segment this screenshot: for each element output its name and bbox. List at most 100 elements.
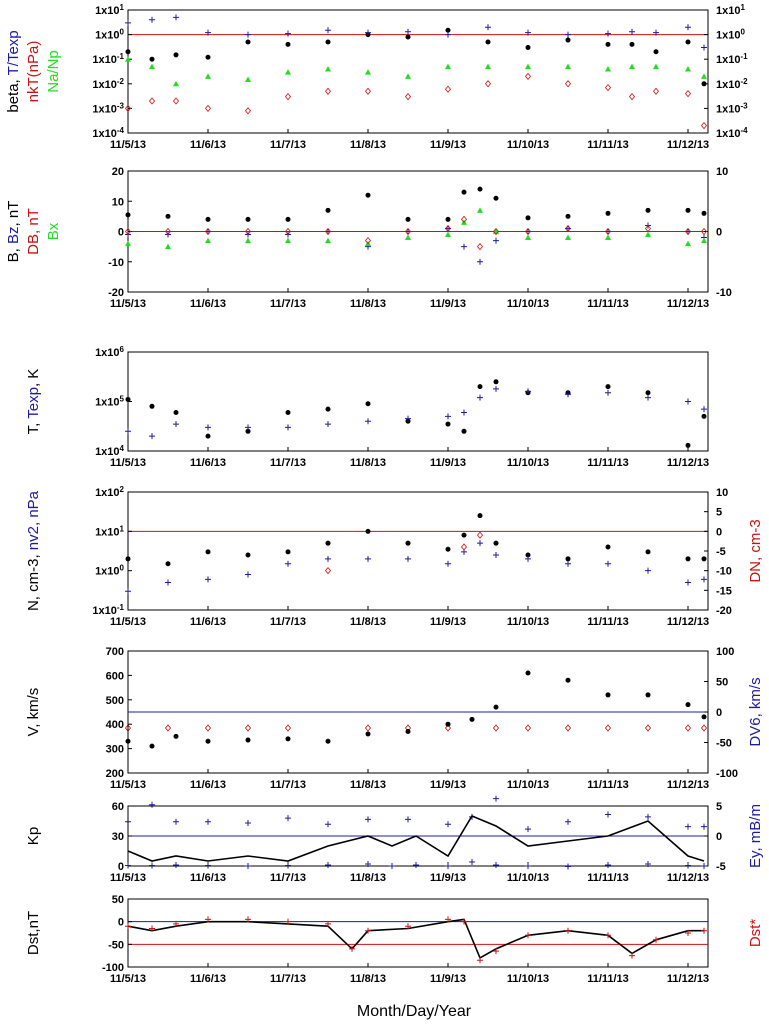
t-series-t-point-1	[149, 403, 155, 409]
n-y-label: N, cm-3, nv2, nPa	[25, 490, 42, 611]
dst-x-tick-label-1: 11/6/13	[190, 973, 226, 985]
v-yr-tick-label-3: 50	[716, 677, 728, 689]
n-series-nv2-point-8	[445, 560, 451, 567]
beta-series-beta-point-15	[653, 49, 659, 55]
n-y-tick-label-1: 1x100	[95, 564, 124, 578]
b-series-bx-point-8	[445, 231, 451, 238]
beta-series-t-texp-point-5	[285, 30, 291, 37]
t-series-texp-point-7	[365, 418, 371, 425]
b-series-b-point-15	[645, 207, 651, 213]
b-series-db-point-14	[604, 227, 612, 236]
b-series-db-point-11	[492, 227, 500, 236]
dst-series-dst--point-4	[245, 916, 251, 923]
b-series-db-point-7	[404, 227, 412, 236]
n-series-nv2-point-5	[325, 555, 331, 562]
beta-x-tick-label-1: 11/6/13	[190, 139, 226, 151]
beta-series-beta-point-8	[405, 34, 411, 40]
beta-series-nkt-npa--point-17	[700, 121, 708, 130]
b-series-db-point-4	[284, 227, 292, 236]
beta-series-beta-point-11	[525, 44, 531, 50]
dst-x-tick-label-4: 11/9/13	[430, 973, 466, 985]
beta-series-nkt-npa--point-7	[364, 87, 372, 95]
n-series-n-point-5	[325, 540, 331, 546]
n-series-dn-point-12	[524, 724, 532, 732]
b-series-db-point-1	[164, 227, 172, 236]
t-y-label: T, Texp, K	[25, 369, 42, 435]
v-series-v-point-8	[405, 729, 411, 735]
n-series-n-point-15	[645, 549, 651, 555]
v-series-v-point-16	[685, 702, 691, 708]
beta-series-t-texp-point-12	[565, 31, 571, 38]
t-frame	[127, 351, 709, 452]
beta-series-beta-point-6	[325, 39, 331, 45]
t-series-texp-point-8	[405, 415, 411, 422]
b-y-tick-label-1: -10	[108, 257, 124, 269]
n-series-n-point-1	[165, 561, 171, 567]
n-x-tick-label-2: 11/7/13	[270, 616, 306, 628]
beta-series-na-np-point-8	[405, 73, 411, 79]
v-series-v-point-1	[149, 743, 155, 749]
beta-x-tick-label-0: 11/5/13	[110, 139, 146, 151]
v-series-dv6-point-8	[405, 816, 411, 823]
kp-series-ey-point-9	[413, 862, 419, 868]
beta-y-label-tertiary: nkT(nPa)	[25, 41, 42, 103]
n-yr-tick-label-3: -5	[716, 546, 726, 558]
beta-series-nkt-npa--point-15	[652, 87, 660, 95]
b-series-db-point-13	[564, 224, 572, 233]
dst-series-dst--point-3	[205, 916, 211, 923]
kp-yr-tick-label-2: 5	[716, 801, 722, 813]
v-series-dv6-point-1	[149, 801, 155, 808]
kp-x-tick-label-3: 11/8/13	[350, 872, 386, 884]
v-yr-tick-label-0: -100	[716, 768, 738, 780]
t-series-texp-point-12	[493, 385, 499, 392]
n-series-n-point-13	[565, 556, 571, 562]
dst-series-dst--point-7	[349, 945, 355, 952]
v-series-dv6-point-17	[701, 823, 707, 830]
t-series-t-point-4	[245, 428, 251, 434]
t-series-texp-point-6	[325, 421, 331, 428]
b-series-bx-point-15	[645, 231, 651, 238]
n-x-tick-label-0: 11/5/13	[110, 616, 146, 628]
b-x-tick-label-7: 11/12/13	[667, 298, 709, 310]
beta-series-na-np-point-16	[685, 65, 691, 72]
t-series-t-point-15	[605, 384, 611, 390]
v-series-v-point-15	[645, 692, 651, 698]
beta-series-na-np-point-3	[205, 73, 211, 79]
beta-series-t-texp-point-8	[405, 28, 411, 35]
v-series-v-point-14	[605, 692, 611, 698]
n-x-tick-label-3: 11/8/13	[350, 616, 386, 628]
beta-series-na-np-point-2	[173, 80, 179, 87]
t-x-tick-label-2: 11/7/13	[270, 457, 306, 469]
b-series-db-point-5	[324, 227, 332, 236]
beta-series-t-texp-point-16	[685, 24, 691, 31]
n-series-nv2-point-4	[285, 560, 291, 567]
b-series-bz-point-10	[477, 258, 483, 265]
b-series-db-point-3	[244, 227, 252, 236]
t-series-t-point-17	[685, 442, 691, 448]
beta-series-beta-point-9	[445, 27, 451, 33]
n-y-tick-label-2: 1x101	[95, 524, 124, 538]
kp-series-ey-point-3	[205, 862, 211, 869]
b-y-label: B, Bz, nT	[5, 201, 22, 263]
n-series-n-point-6	[365, 528, 371, 534]
n-yr-tick-label-4: 0	[716, 526, 722, 538]
beta-series-nkt-npa--point-8	[404, 93, 412, 101]
n-series-nv2-point-13	[565, 560, 571, 567]
v-series-dv6-point-16	[685, 823, 691, 830]
x-axis-label: Month/Day/Year	[357, 1003, 472, 1020]
b-series-bx-point-12	[525, 234, 531, 241]
n-series-nv2-point-1	[165, 579, 171, 586]
beta-y-label: beta, T/Texp	[5, 30, 22, 112]
t-series-texp-point-4	[245, 424, 251, 431]
dst-series-dst--point-5	[285, 918, 291, 925]
kp-series-ey-point-15	[605, 862, 611, 868]
beta-series-t-texp-point-17	[701, 44, 707, 51]
n-series-nv2-point-7	[405, 555, 411, 562]
v-x-tick-label-1: 11/6/13	[190, 779, 226, 791]
v-yr-tick-label-2: 0	[716, 707, 722, 719]
n-series-dn-point-8	[444, 724, 452, 732]
v-y-tick-label-0: 200	[106, 768, 124, 780]
t-series-t-point-16	[645, 390, 651, 396]
beta-y-tick-label-0: 1x10-4	[92, 126, 124, 140]
n-series-nv2-point-12	[525, 555, 531, 562]
